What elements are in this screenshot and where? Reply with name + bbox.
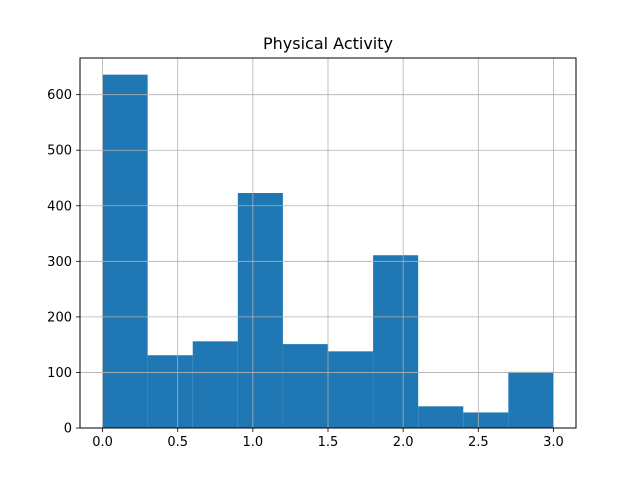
bars xyxy=(102,74,554,429)
y-tick-label: 0 xyxy=(64,422,72,437)
histogram-bar xyxy=(508,371,554,428)
histogram-bar xyxy=(418,406,464,428)
x-tick-label: 1.0 xyxy=(243,435,264,450)
y-tick-label: 200 xyxy=(47,310,72,325)
y-tick-label: 500 xyxy=(47,144,72,159)
y-tick-label: 100 xyxy=(47,366,72,381)
x-tick-label: 0.5 xyxy=(167,435,188,450)
histogram-bar xyxy=(282,344,328,428)
histogram-bar xyxy=(237,193,283,428)
grid-lines xyxy=(80,58,576,429)
y-tick-label: 400 xyxy=(47,199,72,214)
y-tick-label: 300 xyxy=(47,255,72,270)
x-axis-ticks: 0.0 0.5 1.0 1.5 2.0 2.5 3.0 xyxy=(92,428,564,450)
histogram-bar xyxy=(102,74,148,429)
histogram-bar xyxy=(463,412,509,428)
x-tick-label: 3.0 xyxy=(543,435,564,450)
x-tick-label: 0.0 xyxy=(92,435,113,450)
histogram-bar xyxy=(192,341,238,428)
histogram-bar xyxy=(328,351,374,428)
x-tick-label: 2.0 xyxy=(393,435,414,450)
histogram-bar xyxy=(147,355,193,428)
x-tick-label: 2.5 xyxy=(468,435,489,450)
y-axis-ticks: 0 100 200 300 400 500 600 xyxy=(47,88,80,437)
chart-title: Physical Activity xyxy=(263,34,393,53)
histogram-bar xyxy=(373,255,419,428)
y-tick-label: 600 xyxy=(47,88,72,103)
x-tick-label: 1.5 xyxy=(318,435,339,450)
